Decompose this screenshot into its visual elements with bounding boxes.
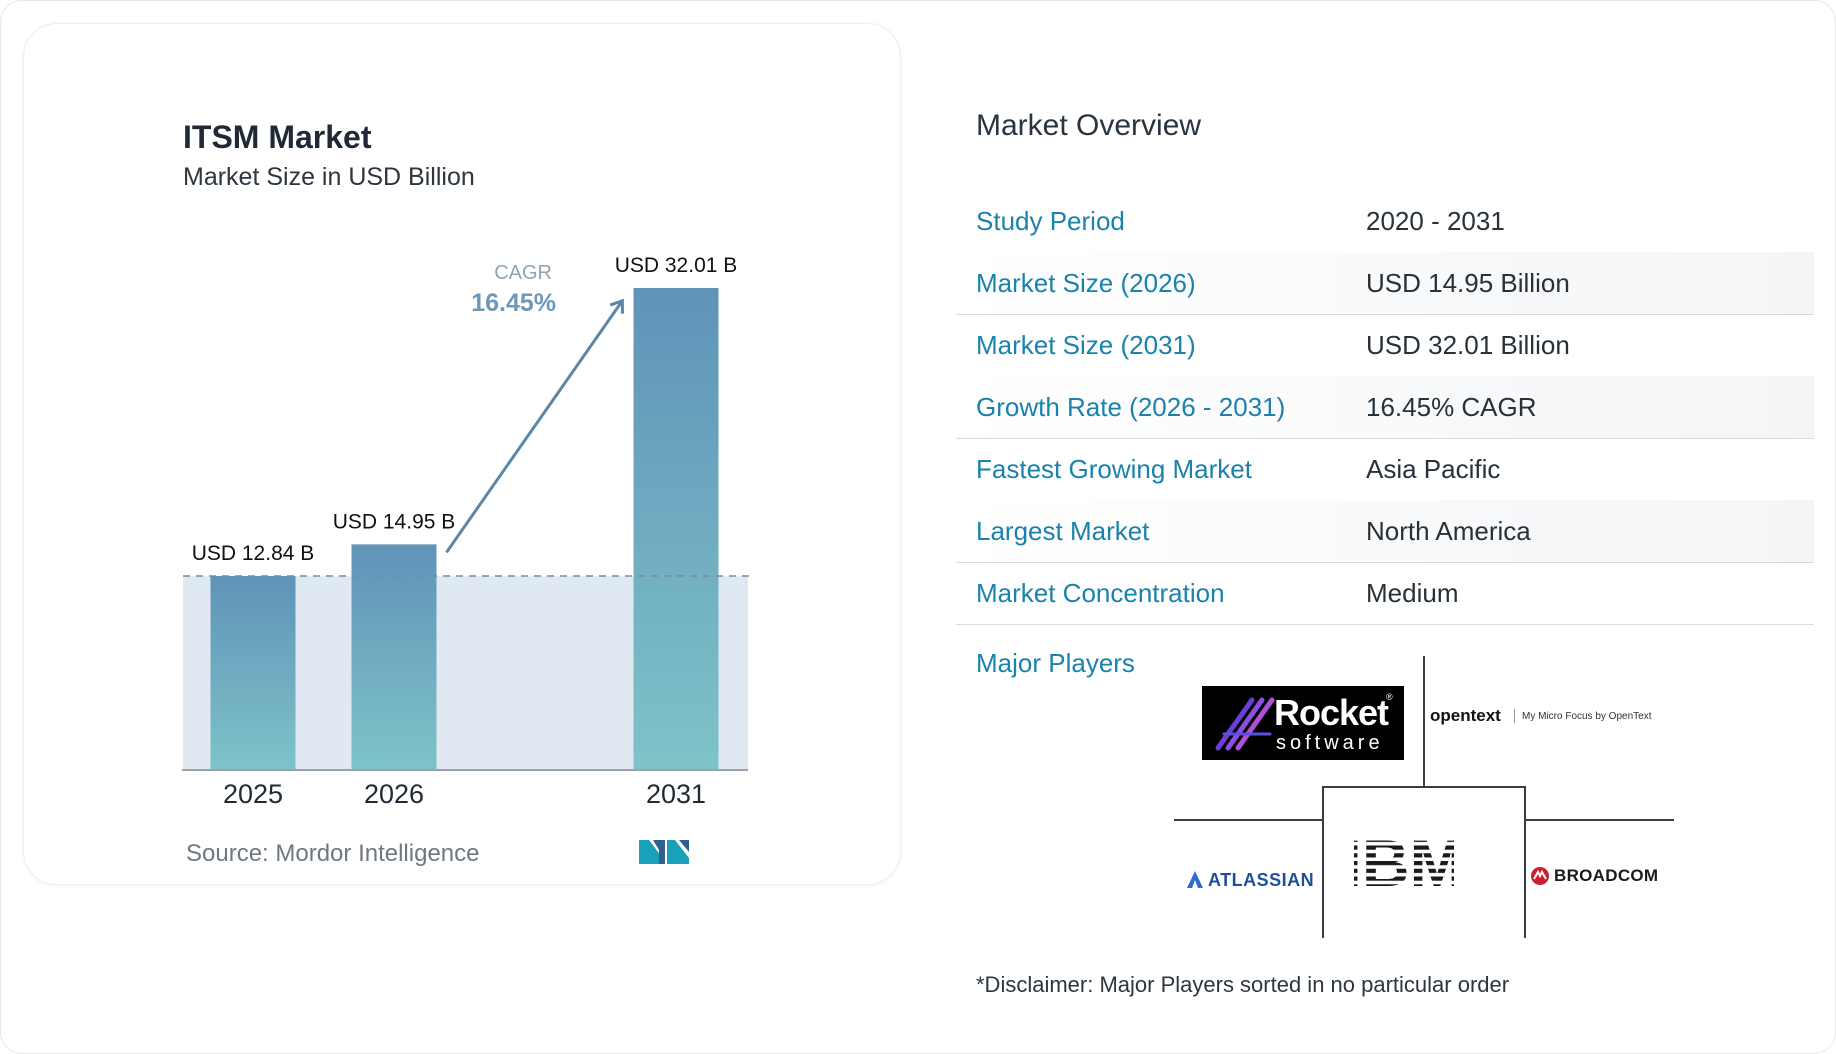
overview-row-value: USD 32.01 Billion [1366,330,1570,360]
rocket-logo-sub: software [1276,732,1384,754]
opentext-logo-tag: My Micro Focus by OpenText [1522,711,1652,722]
bar-2025 [210,576,296,769]
overview-row: Growth Rate (2026 - 2031) 16.45% CAGR [956,376,1814,439]
bar-value-label: USD 14.95 B [333,510,456,533]
chart-subtitle: Market Size in USD Billion [183,163,475,191]
overview-row-value: North America [1366,516,1531,546]
source-note: Source: Mordor Intelligence [186,840,480,867]
overview-title: Market Overview [976,109,1202,142]
ibm-logo: IBM [1344,826,1465,900]
overview-row: Fastest Growing Market Asia Pacific [956,438,1814,501]
bar-chart: CAGR 16.45% USD 12.84 B USD 14.95 B USD 32… [182,254,752,809]
broadcom-logo: BROADCOM [1530,864,1676,888]
mordor-intelligence-logo-icon [639,840,689,864]
opentext-logo: opentext My Micro Focus by OpenText [1430,706,1680,732]
overview-row-value: USD 14.95 Billion [1366,268,1570,298]
ibm-striped-icon: IBM [1344,826,1465,900]
cagr-label: CAGR [494,262,552,284]
bar-value-label: USD 32.01 B [615,254,738,277]
rocket-logo-name: Rocket [1274,692,1389,733]
overview-row-value: Asia Pacific [1366,454,1501,484]
registered-mark-icon: ® [1386,692,1393,702]
x-tick-label: 2026 [364,779,424,809]
major-players-label: Major Players [976,648,1135,678]
cagr-value: 16.45% [471,289,556,317]
chart-title: ITSM Market [183,119,372,155]
overview-row-label: Market Size (2031) [976,330,1196,360]
x-tick-label: 2025 [223,779,283,809]
ibm-logo-name: IBM [1354,830,1454,892]
player-grid-divider [1524,819,1674,821]
overview-row-label: Market Size (2026) [976,268,1196,298]
overview-row-label: Largest Market [976,516,1150,546]
atlassian-logo-name: ATLASSIAN [1208,870,1315,890]
overview-row: Largest Market North America [956,500,1814,563]
bar-value-label: USD 12.84 B [192,542,315,565]
broadcom-logo-name: BROADCOM [1554,866,1659,885]
cagr-arrow [445,298,624,554]
player-grid-divider [1524,786,1526,938]
player-grid-divider [1174,819,1323,821]
disclaimer-note: *Disclaimer: Major Players sorted in no … [976,972,1510,997]
bar-2026 [351,544,437,769]
overview-row-value: 2020 - 2031 [1366,206,1505,236]
opentext-divider [1514,709,1515,723]
overview-row-value: 16.45% CAGR [1366,392,1537,422]
bar-2031 [633,288,719,769]
broadcom-circle-icon [1531,867,1549,885]
player-grid-divider [1322,786,1324,938]
player-grid-divider [1423,656,1425,786]
rocket-software-logo: Rocket ® software [1202,686,1404,760]
atlassian-triangle-icon [1187,871,1203,888]
overview-row: Market Concentration Medium [956,562,1814,625]
opentext-logo-name: opentext [1430,706,1501,725]
overview-row: Market Size (2026) USD 14.95 Billion [956,252,1814,315]
overview-row: Study Period 2020 - 2031 [956,190,1814,253]
atlassian-logo: ATLASSIAN [1186,868,1316,892]
overview-row-label: Growth Rate (2026 - 2031) [976,392,1286,422]
overview-row-label: Market Concentration [976,578,1225,608]
overview-row-label: Fastest Growing Market [976,454,1252,484]
player-grid-divider [1322,786,1525,788]
overview-row-value: Medium [1366,578,1459,608]
overview-row-label: Study Period [976,206,1125,236]
rocket-stripes-icon [1215,697,1275,751]
x-tick-label: 2031 [646,779,706,809]
overview-row: Market Size (2031) USD 32.01 Billion [956,314,1814,377]
